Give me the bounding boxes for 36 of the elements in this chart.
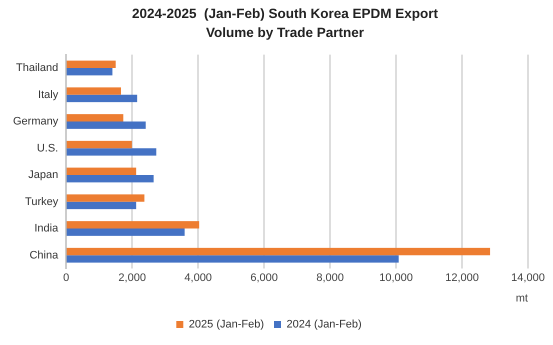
x-tick-label: 12,000: [445, 272, 479, 284]
bar: [66, 121, 146, 129]
x-tick-label: 0: [63, 272, 70, 284]
bar: [66, 194, 144, 202]
bar: [66, 248, 490, 256]
x-tick-label: 14,000: [511, 272, 545, 284]
x-tick-label: 4,000: [184, 272, 212, 284]
y-tick-label: Germany: [12, 116, 59, 128]
bar: [66, 68, 112, 76]
bar: [66, 87, 121, 95]
y-tick-label: Japan: [28, 169, 58, 182]
y-tick-label: Thailand: [16, 62, 58, 74]
bar: [66, 60, 116, 68]
bar: [66, 202, 136, 210]
bar: [66, 140, 132, 148]
y-tick-label: Turkey: [25, 196, 59, 208]
y-tick-label: Italy: [38, 88, 59, 101]
x-tick-label: 6,000: [250, 272, 278, 284]
y-tick-label: India: [34, 222, 60, 235]
bar: [66, 228, 185, 236]
x-tick-label: 10,000: [379, 272, 413, 284]
bar: [66, 174, 154, 182]
bar: [66, 148, 156, 156]
legend-label: 2024 (Jan-Feb): [286, 318, 362, 331]
bar: [66, 114, 124, 122]
x-axis-title: mt: [516, 292, 528, 304]
bar: [66, 168, 136, 175]
chart-title: 2024-2025 (Jan-Feb) South Korea EPDM Export Volume by Trade Partner: [130, 5, 440, 42]
x-tick-label: 8,000: [316, 272, 344, 284]
bar: [66, 255, 399, 263]
bar: [66, 94, 138, 102]
legend-label: 2025 (Jan-Feb): [188, 318, 264, 331]
y-tick-label: U.S.: [36, 142, 58, 154]
y-tick-label: China: [29, 249, 60, 262]
bar: [66, 221, 200, 228]
x-tick-label: 2,000: [118, 272, 146, 284]
